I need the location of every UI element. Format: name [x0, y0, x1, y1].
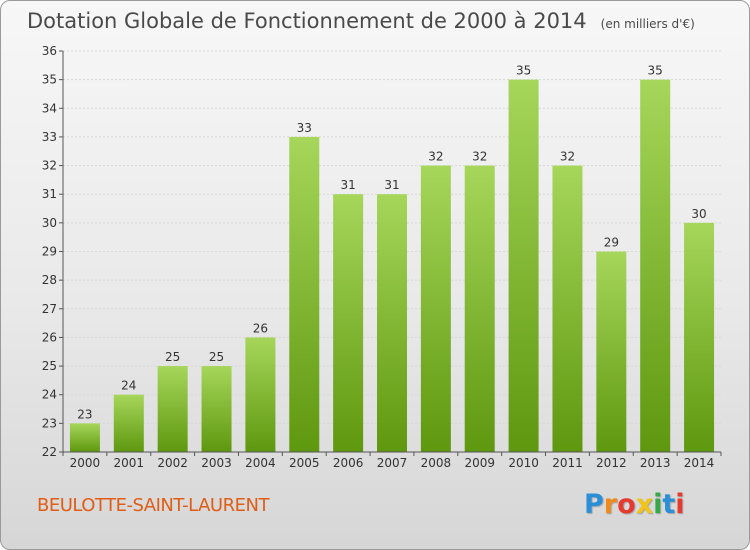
x-tick-label-2005: 2005	[289, 456, 320, 470]
y-tick-label: 33	[42, 130, 57, 144]
y-tick-label: 23	[42, 416, 57, 430]
logo-letter: i	[675, 489, 685, 520]
data-label-2014: 30	[691, 207, 706, 221]
data-label-2010: 35	[516, 64, 531, 78]
x-tick-label-2014: 2014	[684, 456, 715, 470]
y-tick-label: 35	[42, 73, 57, 87]
bar-2013	[640, 79, 671, 453]
bar-2009	[464, 165, 495, 453]
logo-letter: o	[617, 489, 636, 520]
logo-letter: P	[584, 489, 604, 520]
y-tick-label: 25	[42, 359, 57, 373]
logo-letter: i	[653, 489, 663, 520]
x-tick-label-2012: 2012	[596, 456, 627, 470]
axes: 22 23 24 25 26 27 28 29 30 31 32 33 34 35 36 2000 2001 20…	[42, 44, 722, 470]
y-tick-label: 24	[42, 388, 57, 402]
data-label-2001: 24	[121, 379, 136, 393]
y-tick-label: 28	[42, 273, 57, 287]
data-label-2007: 31	[384, 178, 399, 192]
data-label-2011: 32	[560, 150, 575, 164]
data-label-2004: 26	[253, 321, 268, 335]
data-label-2009: 32	[472, 150, 487, 164]
y-tick-label: 29	[42, 245, 57, 259]
x-tick-label-2002: 2002	[157, 456, 188, 470]
data-label-2012: 29	[604, 236, 619, 250]
bar-2002	[157, 366, 188, 452]
data-label-2008: 32	[428, 150, 443, 164]
bar-2007	[377, 194, 407, 452]
chart-unit: (en milliers d'€)	[600, 17, 695, 31]
y-tick-label: 34	[42, 101, 57, 115]
bar-2006	[333, 194, 364, 452]
y-tick-label: 26	[42, 330, 57, 344]
x-tick-label-2011: 2011	[552, 456, 583, 470]
logo-letter: t	[662, 489, 676, 520]
x-tick-label-2008: 2008	[421, 456, 452, 470]
y-tick-label: 30	[42, 216, 57, 230]
x-tick-label-2001: 2001	[114, 456, 145, 470]
data-labels: 23 24 25 25 26 33 31 31 32 32 35 32 29 35 30	[77, 64, 706, 422]
bars	[69, 79, 715, 453]
x-tick-label-2013: 2013	[640, 456, 671, 470]
x-tick-label-2007: 2007	[377, 456, 408, 470]
proxiti-logo[interactable]: Proxiti	[584, 489, 685, 520]
commune-name: BEULOTTE-SAINT-LAURENT	[37, 495, 269, 516]
x-tick-label-2006: 2006	[333, 456, 364, 470]
bar-2005	[289, 136, 320, 452]
bar-2003	[201, 366, 232, 452]
data-label-2013: 35	[648, 64, 663, 78]
data-label-2005: 33	[297, 121, 312, 135]
data-label-2000: 23	[77, 407, 92, 421]
logo-letter: r	[603, 489, 618, 520]
data-label-2002: 25	[165, 350, 180, 364]
y-tick-label: 32	[42, 159, 57, 173]
y-tick-label: 27	[42, 302, 57, 316]
y-tick-label: 22	[42, 445, 57, 459]
chart-title-block: Dotation Globale de Fonctionnement de 20…	[27, 9, 695, 33]
bar-2012	[596, 251, 627, 452]
data-label-2006: 31	[340, 178, 355, 192]
x-tick-label-2000: 2000	[70, 456, 101, 470]
y-tick-label: 31	[42, 187, 57, 201]
bar-2001	[113, 394, 144, 452]
data-label-2003: 25	[209, 350, 224, 364]
x-tick-label-2009: 2009	[464, 456, 495, 470]
x-tick-label-2010: 2010	[508, 456, 539, 470]
bar-2008	[420, 165, 451, 453]
y-tick-label: 36	[42, 44, 57, 58]
x-tick-label-2003: 2003	[201, 456, 232, 470]
bar-2000	[69, 423, 100, 452]
x-tick-label-2004: 2004	[245, 456, 276, 470]
bar-2011	[552, 165, 583, 453]
bar-2004	[245, 337, 276, 452]
logo-letter: x	[635, 489, 654, 520]
chart-title: Dotation Globale de Fonctionnement de 20…	[27, 9, 587, 33]
bar-2010	[508, 79, 539, 453]
bar-2014	[684, 222, 715, 452]
